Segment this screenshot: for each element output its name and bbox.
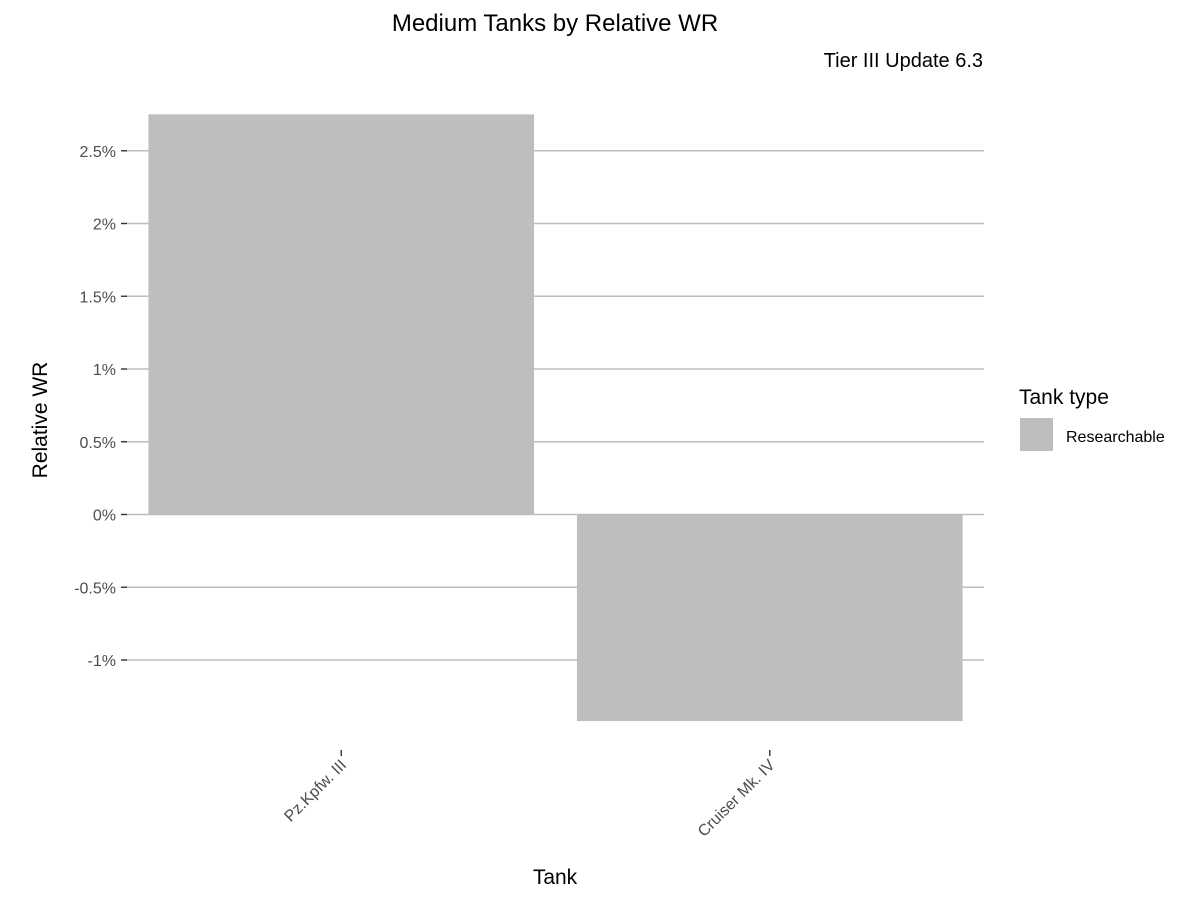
legend-label: Researchable	[1066, 429, 1165, 446]
legend-title: Tank type	[1019, 386, 1109, 409]
y-tick-label: 0%	[93, 508, 116, 525]
y-tick-label: 1%	[93, 362, 116, 379]
legend-swatch	[1020, 418, 1053, 451]
x-axis-title: Tank	[533, 866, 578, 889]
y-axis-title: Relative WR	[29, 362, 52, 479]
y-tick-label: 0.5%	[80, 435, 116, 452]
bar-cruiser-mk-iv	[576, 514, 963, 722]
bar-pz-kpfw-iii	[148, 114, 535, 515]
y-tick-label: 2%	[93, 217, 116, 234]
chart-subtitle: Tier III Update 6.3	[824, 50, 983, 72]
x-axis-ticks: Pz.Kpfw. III Cruiser Mk. IV	[281, 750, 779, 841]
y-tick-label: 2.5%	[80, 144, 116, 161]
legend: Tank type Researchable	[1019, 386, 1165, 451]
y-tick-label: 1.5%	[80, 289, 116, 306]
y-axis-ticks: -1% -0.5% 0% 0.5% 1% 1.5% 2% 2.5%	[74, 144, 127, 670]
legend-items: Researchable	[1020, 418, 1165, 451]
y-tick-label: -0.5%	[74, 580, 116, 597]
y-tick-label: -1%	[88, 653, 116, 670]
bars	[148, 114, 963, 722]
x-tick-label: Cruiser Mk. IV	[695, 757, 779, 841]
chart-title: Medium Tanks by Relative WR	[392, 10, 718, 37]
x-tick-label: Pz.Kpfw. III	[281, 757, 350, 826]
